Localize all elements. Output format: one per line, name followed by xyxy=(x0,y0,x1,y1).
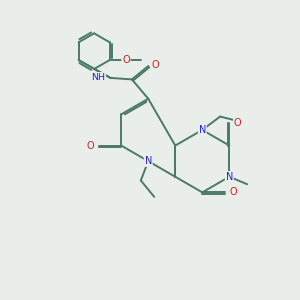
Text: O: O xyxy=(234,118,242,128)
Text: O: O xyxy=(152,59,160,70)
Text: NH: NH xyxy=(91,73,105,82)
Text: N: N xyxy=(145,156,152,166)
Text: N: N xyxy=(226,172,233,182)
Text: O: O xyxy=(87,140,94,151)
Text: O: O xyxy=(122,55,130,65)
Text: O: O xyxy=(229,188,237,197)
Text: N: N xyxy=(199,125,206,135)
